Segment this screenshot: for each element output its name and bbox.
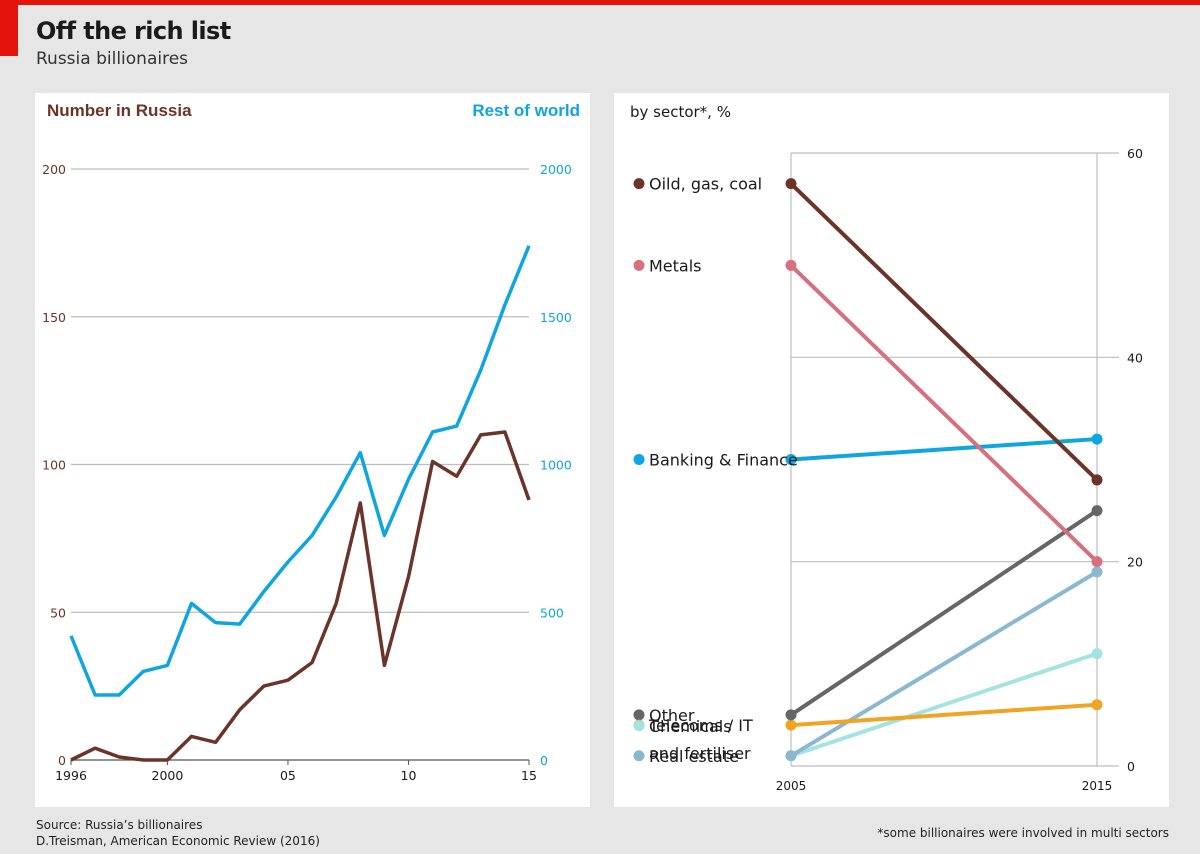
sector-point-2005 [785,454,797,465]
left-gridlines [71,168,529,761]
sector-point-2015 [1091,505,1103,517]
sector-slope-lines [785,178,1103,762]
left-y-tick: 100 [42,458,66,473]
right-y-tick: 2000 [540,162,572,177]
sector-legend: Oild, gas, coal Metals Banking & Finance Ot… [633,175,798,766]
source-line-2: D.Treisman, American Economic Review (20… [36,834,320,848]
legend-label: Banking & Finance [649,451,798,470]
series-lines [69,245,531,762]
legend-swatch [633,259,645,271]
right-y-tick-labels: 0 500 1000 1500 2000 [540,162,572,768]
left-chart-panel: Number in Russia Rest of world 0 50 100 150… [35,93,590,807]
legend-swatch [633,720,645,732]
left-y-tick: 150 [42,310,66,325]
sector-line [789,651,1099,758]
sector-line [789,181,1099,482]
sector-point-2015 [1091,566,1103,578]
legend-swatch [633,750,645,762]
sector-x-tick: 2005 [776,779,807,793]
right-chart-panel: by sector*, % 0 20 40 60 2005 2015 Oild, gas… [614,93,1169,807]
legend-label: Telecoms / IT [648,716,753,735]
x-tick-label: 15 [521,768,537,783]
source-line-1: Source: Russia’s billionaires [36,818,203,832]
left-y-tick-labels: 0 50 100 150 200 [42,162,66,768]
sector-point-2005 [785,750,797,762]
legend-label: Chemicals and fertiliser [649,717,751,763]
left-y-tick: 200 [42,162,66,177]
sector-point-2005 [785,709,797,721]
left-y-tick: 50 [50,605,66,620]
right-y-tick: 1500 [540,310,572,325]
chart-title: Off the rich list [36,17,231,45]
x-tick-label: 1996 [55,768,87,783]
sector-y-tick: 0 [1127,759,1135,774]
line-chart: Number in Russia Rest of world 050100150… [42,101,580,783]
right-y-tick: 0 [540,753,548,768]
sector-point-2015 [1091,474,1103,486]
sector-point-2015 [1091,433,1103,445]
sector-line [789,569,1099,758]
sector-point-2005 [785,259,797,271]
x-tick-label: 2000 [152,768,184,783]
right-y-tick: 500 [540,605,564,620]
sector-chart-title: by sector*, % [630,103,731,121]
right-axis-title: Rest of world [472,101,580,120]
legend-label: Other [649,706,695,725]
sector-line [789,263,1099,564]
sector-x-tick-labels: 2005 2015 [776,779,1113,793]
legend-swatch [633,709,645,721]
series-line-rest-of-world [69,245,531,697]
left-y-tick: 0 [58,753,66,768]
slope-chart: by sector*, % 0 20 40 60 2005 2015 Oild, gas… [630,103,1143,793]
red-tab-marker [0,0,18,56]
sector-line [789,508,1099,717]
sector-line [789,702,1099,728]
top-accent-rule [0,0,1200,5]
sector-y-tick-labels: 0 20 40 60 [1127,146,1143,774]
sector-point-2015 [1091,699,1103,711]
footnote: *some billionaires were involved in mult… [877,826,1169,840]
x-tick-label: 05 [280,768,296,783]
sector-y-tick: 60 [1127,146,1143,161]
legend-label: Oild, gas, coal [649,175,762,194]
sector-line [789,437,1099,462]
legend-label: Real estate [649,747,739,766]
series-line-russia [70,430,531,762]
x-tick-label: 10 [401,768,417,783]
chart-subtitle: Russia billionaires [36,49,189,69]
sector-point-2005 [785,178,797,190]
legend-swatch [633,178,645,190]
sector-point-2015 [1091,648,1103,660]
legend-label: Metals [649,256,702,275]
left-axis-title: Number in Russia [47,101,192,120]
sector-gridlines [790,152,1119,767]
sector-x-tick: 2015 [1082,779,1113,793]
legend-swatch [633,454,645,465]
x-tick-labels: 1996 2000 05 10 15 [55,760,537,783]
sector-point-2015 [1091,556,1103,568]
sector-point-2005 [785,719,797,731]
right-y-tick: 1000 [540,458,572,473]
sector-y-tick: 40 [1127,350,1143,365]
sector-y-tick: 20 [1127,555,1143,570]
